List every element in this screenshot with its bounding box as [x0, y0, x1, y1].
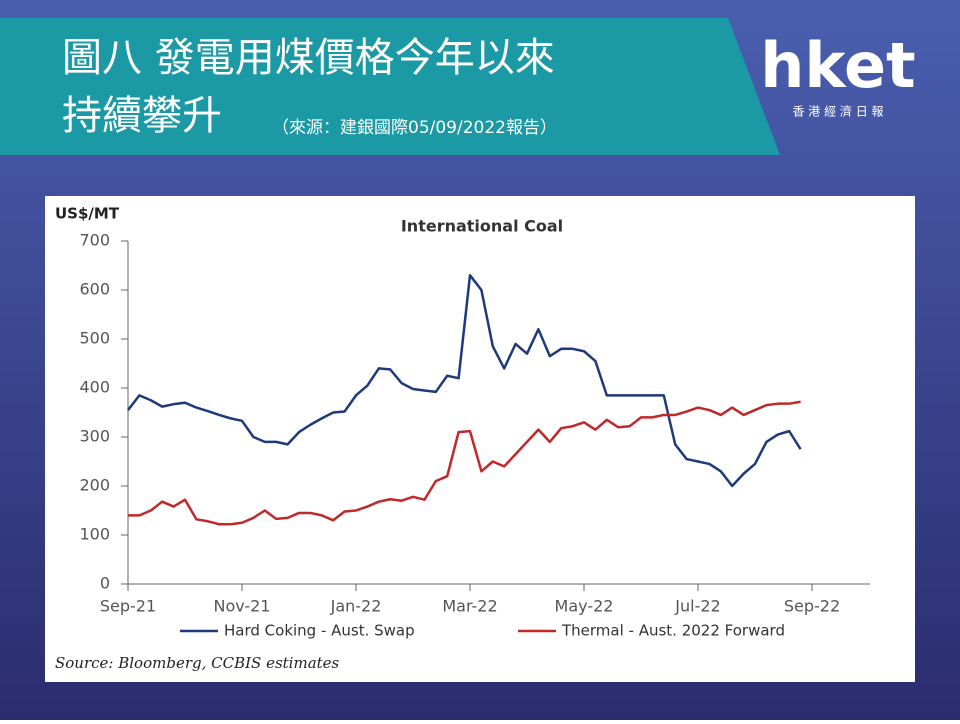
slide-title: 圖八 發電用煤價格今年以來	[62, 35, 555, 81]
chart-title: International Coal	[401, 217, 563, 236]
x-tick-label: May-22	[555, 597, 614, 616]
x-tick-label: Sep-21	[100, 597, 156, 616]
x-tick-label: Jul-22	[674, 597, 720, 616]
source: Source: Bloomberg, CCBIS estimates	[55, 654, 340, 672]
y-tick-label: 200	[79, 476, 110, 495]
logo: hket	[760, 29, 915, 102]
y-tick-label: 500	[79, 329, 110, 348]
logo-subtitle: 香 港 經 濟 日 報	[792, 104, 883, 119]
line-series	[127, 274, 802, 488]
y-tick-label: 100	[79, 525, 110, 544]
line-series	[128, 400, 801, 526]
y-tick-label: 0	[100, 574, 110, 593]
y-tick-label: 300	[79, 427, 110, 446]
x-tick-label: Jan-22	[330, 597, 382, 616]
y-tick-label: 600	[79, 280, 110, 299]
legend-label: Hard Coking - Aust. Swap	[224, 622, 415, 640]
y-axis-label: US$/MT	[55, 205, 120, 223]
x-tick-label: Mar-22	[442, 597, 497, 616]
x-tick-label: Nov-21	[214, 597, 271, 616]
slide-title: 持續攀升	[62, 93, 222, 139]
y-tick-label: 400	[79, 378, 110, 397]
legend-label: Thermal - Aust. 2022 Forward	[561, 622, 785, 640]
slide-source: （來源：建銀國際05/09/2022報告）	[272, 118, 557, 138]
title-banner	[0, 18, 780, 155]
y-tick-label: 700	[79, 231, 110, 250]
x-tick-label: Sep-22	[784, 597, 840, 616]
